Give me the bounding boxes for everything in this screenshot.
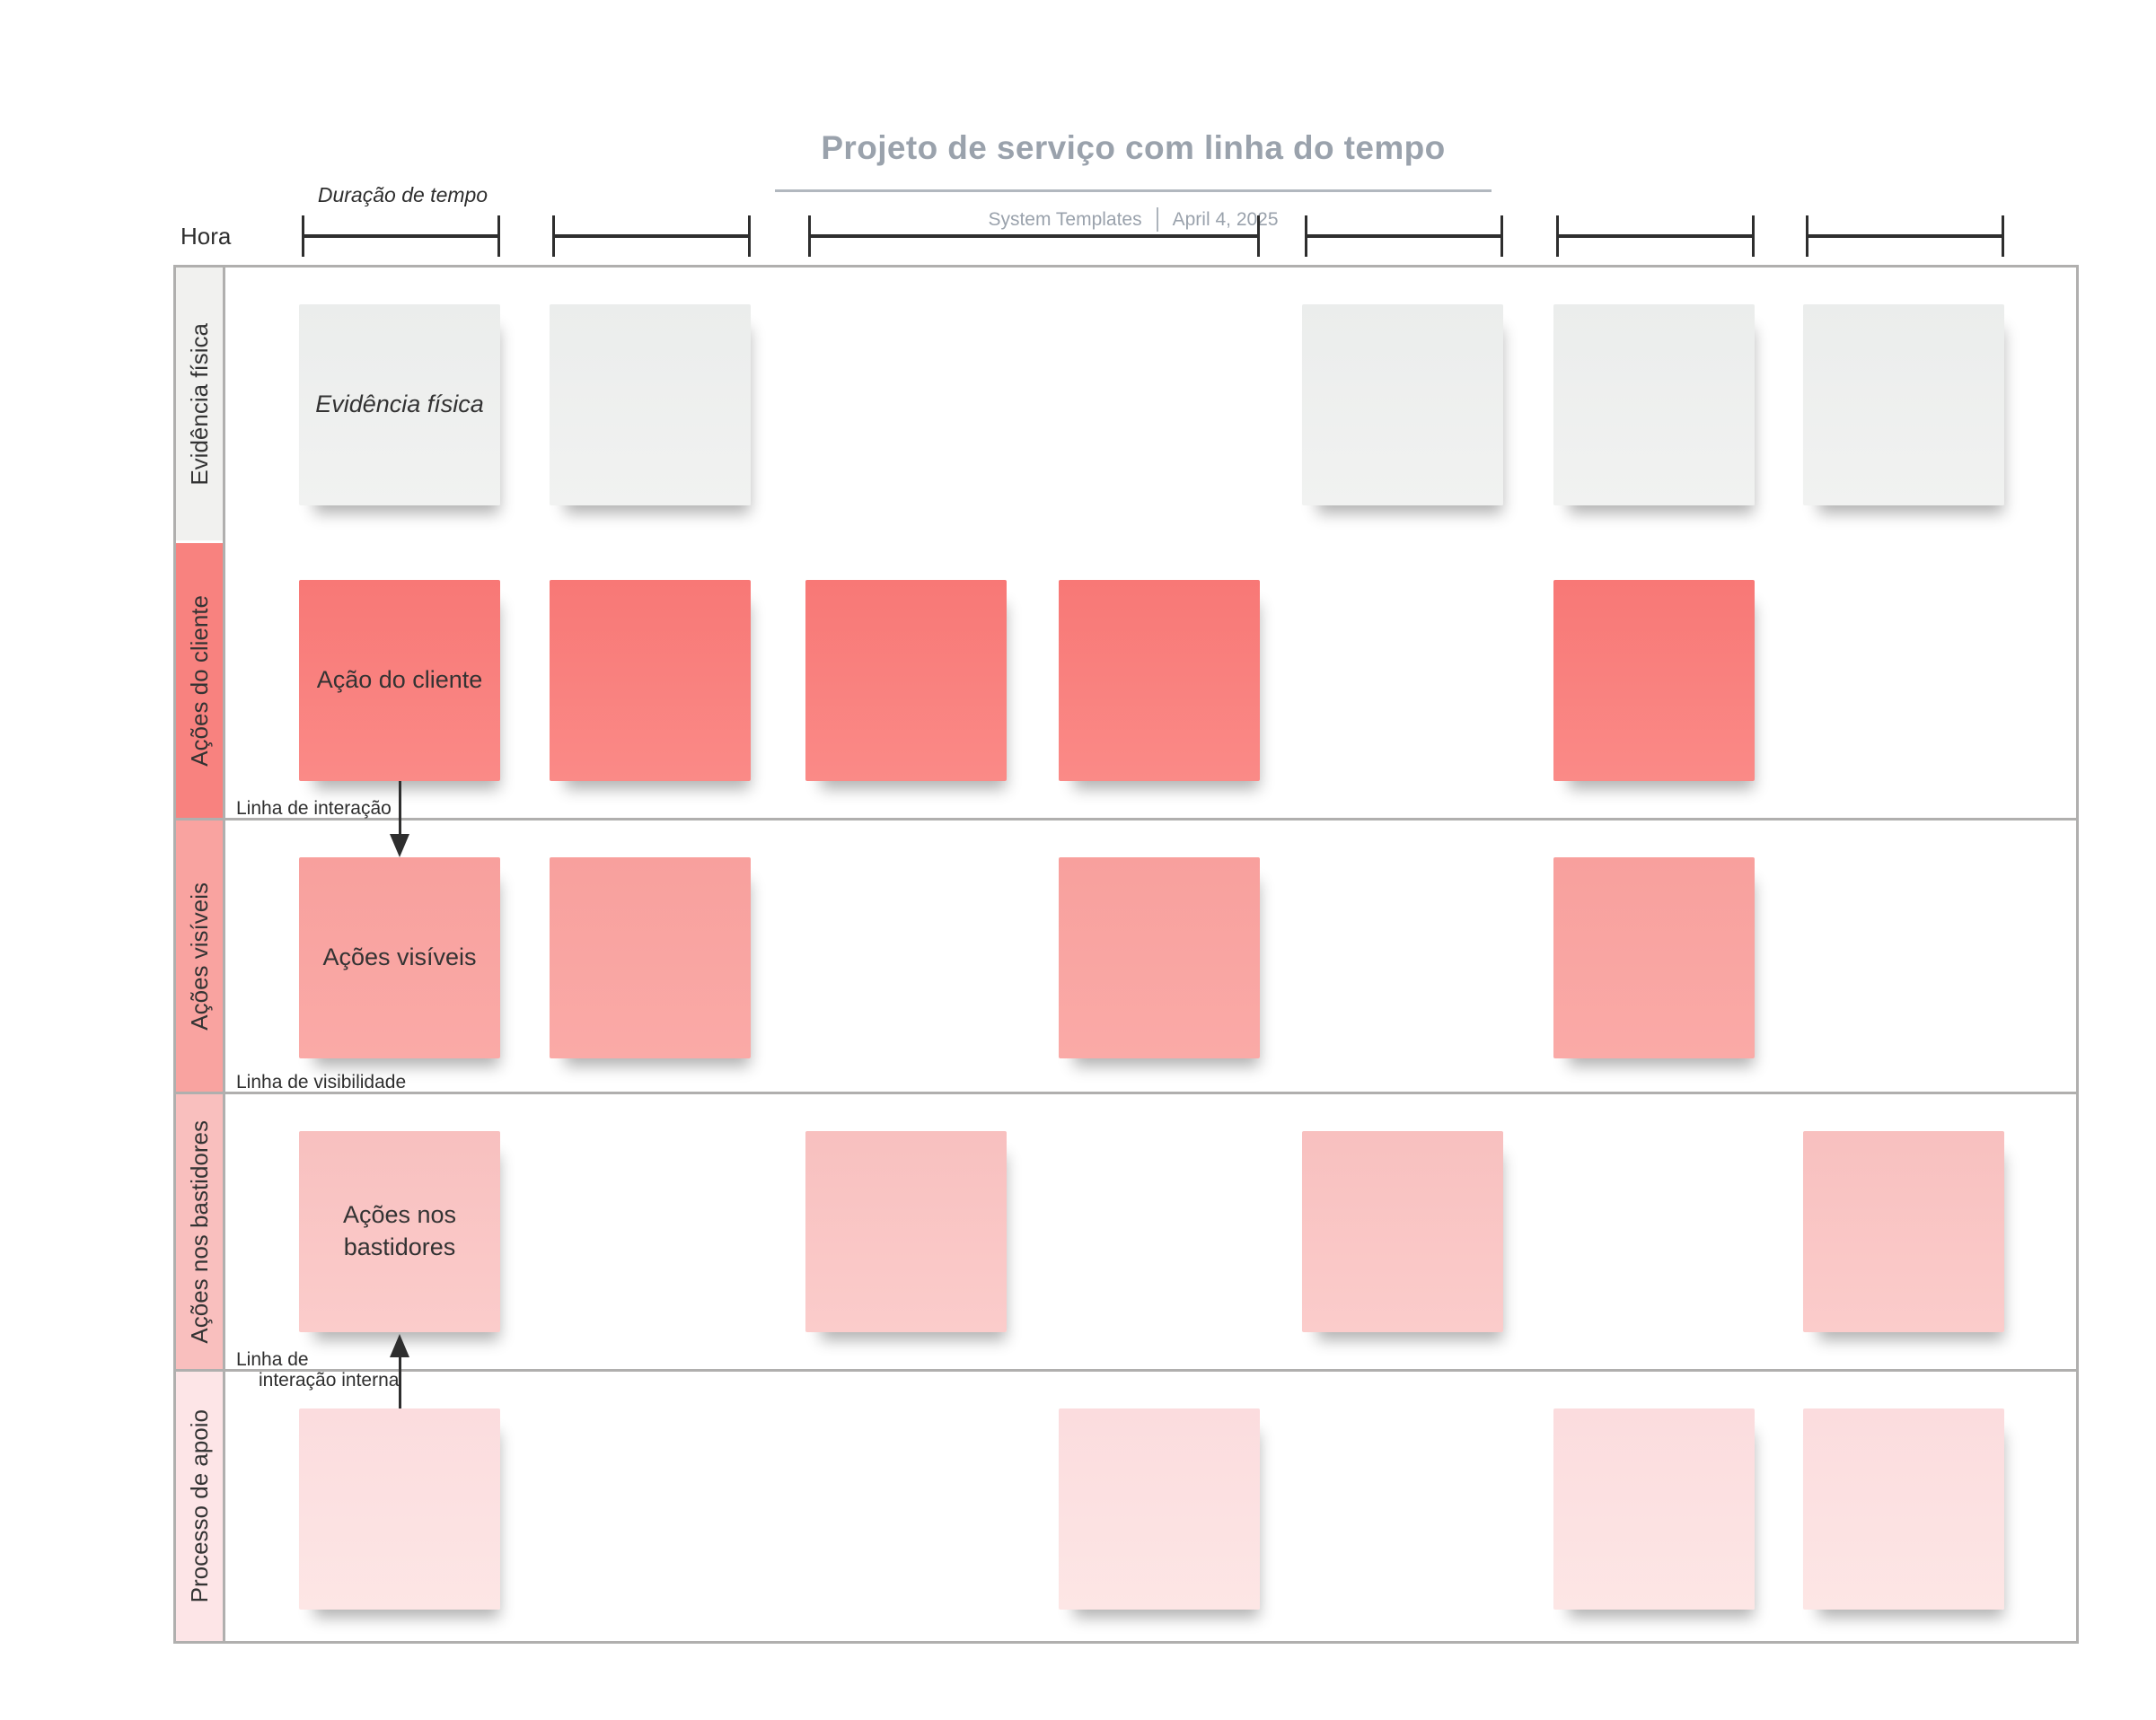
bracket-right-tick <box>1500 215 1503 257</box>
time-duration-bracket <box>302 215 500 257</box>
sticky-note-row5-col1[interactable] <box>299 1408 500 1610</box>
subtitle-byline: System Templates <box>988 208 1142 230</box>
separator-label: Linha de visibilidade <box>236 1072 407 1093</box>
row-label-2[interactable]: Ações do cliente <box>176 543 223 818</box>
sticky-note-row2-col2[interactable] <box>550 580 751 781</box>
separator-label: Linha de interação interna <box>236 1349 400 1391</box>
arrow-head-icon <box>390 1334 409 1357</box>
bracket-right-tick <box>497 215 500 257</box>
bracket-bar <box>552 234 751 238</box>
bracket-bar <box>1556 234 1755 238</box>
sticky-note-row4-col7[interactable] <box>1803 1131 2004 1332</box>
separator-line <box>173 818 2079 821</box>
subtitle: System Templates April 4, 2025 <box>775 207 1492 232</box>
sticky-note-row4-col3[interactable] <box>805 1131 1007 1332</box>
duration-label: Duração de tempo <box>317 183 488 206</box>
sticky-note-row1-col1[interactable]: Evidência física <box>299 304 500 505</box>
subtitle-date: April 4, 2025 <box>1172 208 1279 230</box>
bracket-bar <box>1305 234 1503 238</box>
arrow-head-icon <box>390 834 409 857</box>
page-title[interactable]: Projeto de serviço com linha do tempo <box>821 129 1446 166</box>
bracket-right-tick <box>2002 215 2004 257</box>
sticky-note-row4-col5[interactable] <box>1302 1131 1503 1332</box>
separator-line <box>173 1369 2079 1372</box>
sticky-note-row2-col3[interactable] <box>805 580 1007 781</box>
sticky-note-row1-col5[interactable] <box>1302 304 1503 505</box>
bracket-bar <box>302 234 500 238</box>
sticky-note-row2-col6[interactable] <box>1553 580 1755 781</box>
sticky-note-row1-col6[interactable] <box>1553 304 1755 505</box>
time-duration-bracket <box>1305 215 1503 257</box>
bracket-right-tick <box>1257 215 1260 257</box>
sticky-note-row3-col4[interactable] <box>1059 857 1260 1058</box>
blueprint-grid <box>173 265 2079 1644</box>
bracket-bar <box>1806 234 2004 238</box>
time-duration-bracket <box>552 215 751 257</box>
sticky-note-row1-col2[interactable] <box>550 304 751 505</box>
arrow-line <box>399 781 401 834</box>
sticky-note-row3-col1[interactable]: Ações visíveis <box>299 857 500 1058</box>
sticky-note-row1-col7[interactable] <box>1803 304 2004 505</box>
sticky-note-row5-col6[interactable] <box>1553 1408 1755 1610</box>
row-label-1[interactable]: Evidência física <box>176 268 223 540</box>
row-label-5[interactable]: Processo de apoio <box>176 1372 223 1641</box>
row-label-text: Ações do cliente <box>185 594 213 767</box>
time-duration-bracket <box>1806 215 2004 257</box>
sticky-note-row4-col1[interactable]: Ações nos bastidores <box>299 1131 500 1332</box>
bracket-bar <box>808 234 1260 238</box>
sticky-note-row2-col1[interactable]: Ação do cliente <box>299 580 500 781</box>
subtitle-separator <box>1156 207 1158 232</box>
title-underline <box>775 189 1492 192</box>
sticky-note-row3-col6[interactable] <box>1553 857 1755 1058</box>
label-column-divider <box>223 265 225 1644</box>
sticky-note-row5-col7[interactable] <box>1803 1408 2004 1610</box>
arrow-line <box>399 1357 401 1408</box>
bracket-right-tick <box>1752 215 1755 257</box>
sticky-note-row3-col2[interactable] <box>550 857 751 1058</box>
hora-label: Hora <box>180 223 232 250</box>
row-label-text: Ações nos bastidores <box>185 1119 213 1344</box>
sticky-note-row5-col4[interactable] <box>1059 1408 1260 1610</box>
row-label-text: Evidência física <box>185 322 213 486</box>
row-label-3[interactable]: Ações visíveis <box>176 821 223 1092</box>
time-duration-bracket <box>808 215 1260 257</box>
row-label-text: Ações visíveis <box>185 882 213 1031</box>
separator-label: Linha de interação <box>236 798 392 819</box>
row-label-4[interactable]: Ações nos bastidores <box>176 1094 223 1369</box>
separator-line <box>173 1092 2079 1094</box>
sticky-note-row2-col4[interactable] <box>1059 580 1260 781</box>
bracket-right-tick <box>748 215 751 257</box>
row-label-text: Processo de apoio <box>185 1409 213 1603</box>
time-duration-bracket <box>1556 215 1755 257</box>
